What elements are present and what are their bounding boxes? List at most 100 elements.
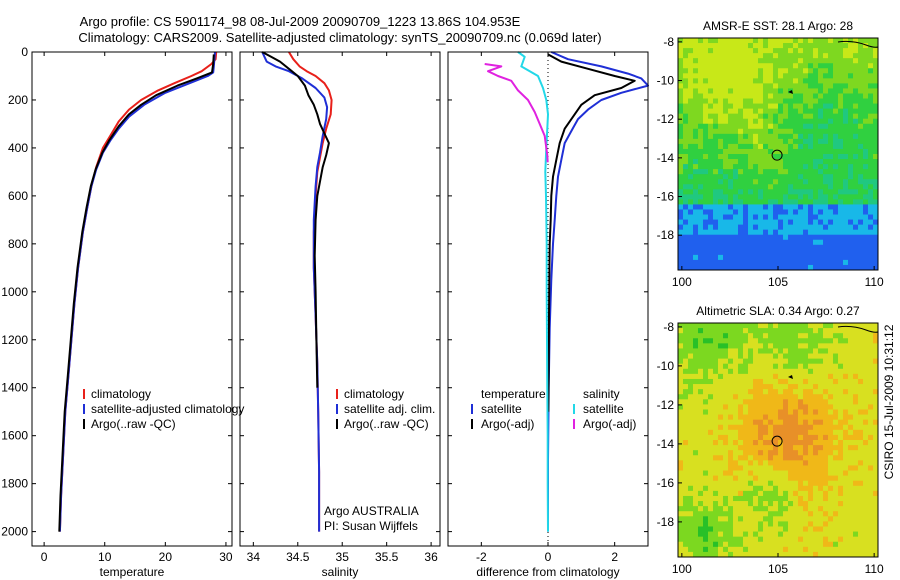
map-cell [838, 348, 844, 355]
map-cell [763, 108, 769, 115]
map-cell [813, 133, 819, 140]
map-cell [788, 179, 794, 185]
map-cell [773, 511, 779, 517]
map-cell [823, 43, 829, 49]
map-cell [758, 244, 764, 251]
map-cell [833, 521, 839, 528]
map-cell [738, 526, 744, 533]
map-cell [708, 264, 714, 270]
map-cell [833, 204, 839, 211]
map-cell [708, 103, 714, 110]
map-cell [833, 373, 839, 380]
map-cell [698, 179, 704, 185]
map-cell [798, 328, 804, 334]
map-cell [778, 394, 784, 400]
map-cell [763, 389, 769, 395]
map-cell [833, 384, 839, 390]
map-cell [683, 138, 689, 145]
map-cell [708, 78, 714, 84]
map-cell [788, 378, 794, 385]
map-cell [863, 373, 869, 380]
map-cell [763, 133, 769, 140]
map-cell [823, 445, 829, 451]
map-cell [708, 531, 714, 538]
map-cell [758, 470, 764, 477]
map-cell [718, 259, 724, 266]
map-cell [683, 353, 689, 360]
map-cell [768, 546, 774, 553]
map-cell [778, 343, 784, 350]
map-cell [848, 239, 854, 246]
map-cell [863, 353, 869, 360]
map-cell [803, 480, 809, 487]
map-cell [698, 254, 704, 261]
map-cell [678, 123, 684, 130]
map-cell [848, 103, 854, 110]
map-cell [768, 68, 774, 74]
map-cell [863, 470, 869, 477]
map-cell [873, 373, 878, 380]
map-cell [843, 389, 849, 395]
map-cell [773, 184, 779, 190]
x-tick-label: 100 [672, 275, 692, 289]
map-cell [753, 214, 759, 221]
map-cell [718, 470, 724, 477]
map-cell [873, 480, 878, 487]
map-cell [748, 440, 754, 446]
map-cell [823, 229, 829, 236]
map-cell [848, 526, 854, 533]
map-cell [818, 399, 824, 405]
map-cell [723, 429, 729, 436]
map-cell [858, 490, 864, 497]
map-cell [818, 123, 824, 130]
map-cell [688, 338, 694, 344]
map-cell [863, 148, 869, 155]
map-cell [763, 495, 769, 502]
map-cell [748, 214, 754, 221]
map-cell [773, 63, 779, 69]
map-cell [683, 455, 689, 461]
map-cell [678, 138, 684, 145]
map-cell [733, 204, 739, 211]
map-cell [858, 169, 864, 175]
map-cell [798, 83, 804, 90]
map-cell [713, 214, 719, 221]
map-cell [703, 43, 709, 49]
map-cell [708, 495, 714, 502]
map-cell [708, 128, 714, 135]
map-cell [823, 189, 829, 195]
map-cell [788, 73, 794, 79]
map-cell [798, 485, 804, 492]
map-cell [873, 485, 878, 492]
map-cell [813, 244, 819, 251]
map-cell [698, 506, 704, 512]
map-cell [808, 264, 814, 270]
map-cell [733, 38, 739, 44]
map-cell [743, 511, 749, 517]
map-cell [833, 531, 839, 538]
map-cell [688, 259, 694, 266]
map-cell [868, 103, 874, 110]
map-cell [873, 58, 878, 64]
map-cell [813, 480, 819, 487]
map-cell [853, 348, 859, 355]
map-cell [733, 83, 739, 90]
map-cell [743, 184, 749, 190]
map-cell [858, 531, 864, 538]
map-cell [733, 194, 739, 200]
map-cell [728, 465, 734, 472]
map-cell [838, 506, 844, 512]
map-cell [733, 103, 739, 110]
map-cell [803, 199, 809, 206]
map-cell [813, 475, 819, 482]
x-tick-label: 35.5 [375, 550, 399, 564]
map-cell [743, 480, 749, 487]
map-cell [858, 43, 864, 49]
map-cell [773, 378, 779, 385]
map-cell [768, 48, 774, 54]
map-cell [743, 414, 749, 421]
map-cell [768, 103, 774, 110]
map-cell [843, 490, 849, 497]
map-cell [788, 531, 794, 538]
map-cell [683, 154, 689, 160]
